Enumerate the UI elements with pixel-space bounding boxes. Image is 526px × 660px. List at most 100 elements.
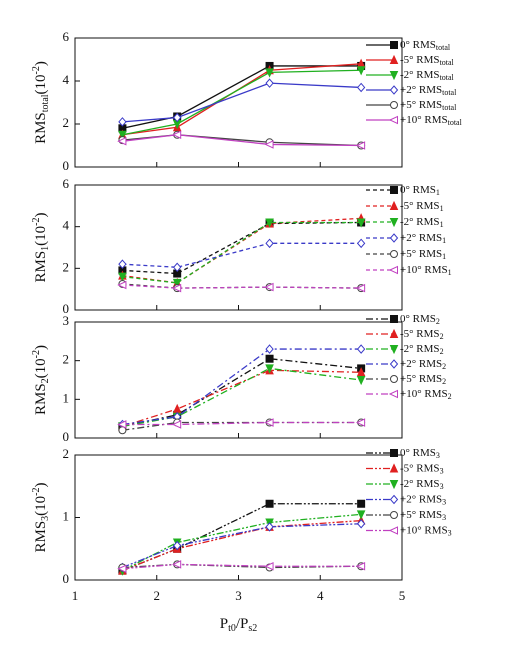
y-axis-label-part: -2 — [31, 217, 42, 225]
legend-label: +5° RMS2 — [400, 373, 446, 386]
legend-label: -5° RMS2 — [400, 328, 444, 341]
x-tick-label: 3 — [235, 588, 242, 603]
marker — [172, 278, 182, 289]
marker — [356, 376, 366, 386]
legend-subscript: 3 — [448, 528, 452, 537]
marker — [265, 499, 274, 508]
line — [122, 82, 362, 123]
line — [122, 421, 362, 426]
marker — [264, 561, 274, 571]
marker — [389, 71, 399, 81]
series — [118, 499, 366, 575]
x-axis-label-part: s2 — [248, 623, 257, 634]
marker — [264, 140, 274, 149]
marker — [389, 54, 399, 64]
y-axis-label-part: RMS — [33, 521, 49, 553]
marker — [356, 218, 366, 228]
marker — [390, 41, 398, 49]
marker — [390, 186, 398, 194]
y-tick-label: 2 — [63, 259, 70, 274]
marker — [356, 66, 366, 76]
y-axis-label-part: 1 — [40, 246, 51, 251]
y-tick-label: 1 — [63, 508, 70, 523]
marker — [118, 259, 127, 269]
y-axis-label-part: RMS — [33, 251, 49, 283]
marker — [118, 117, 127, 127]
y-axis-label-part: (10 — [33, 358, 49, 378]
legend-name: +2° RMS — [400, 358, 442, 370]
y-axis-label-part: ) — [33, 212, 49, 217]
legend-label: 0° RMS1 — [400, 184, 440, 197]
marker — [117, 564, 127, 574]
series — [118, 78, 366, 127]
marker — [389, 218, 399, 228]
legend-subscript: 1 — [442, 252, 446, 261]
line — [122, 63, 362, 136]
legend-label: -5° RMS1 — [400, 200, 444, 213]
marker — [265, 354, 274, 363]
legend-name: +5° RMS — [400, 509, 442, 521]
y-tick-label: 4 — [63, 72, 70, 87]
legend-name: 0° RMS — [400, 313, 436, 325]
marker — [356, 344, 366, 354]
line — [122, 367, 362, 428]
legend-label: +5° RMStotal — [400, 99, 457, 112]
legend-label: +5° RMS1 — [400, 248, 446, 261]
legend-subscript: 2 — [448, 392, 452, 401]
y-axis-label-part: ) — [33, 61, 49, 66]
legend-subscript: 3 — [442, 497, 446, 506]
marker — [173, 540, 182, 551]
series — [118, 61, 366, 133]
y-axis-label-part: RMS — [33, 383, 49, 415]
marker — [390, 250, 398, 258]
legend-label: +5° RMS3 — [400, 509, 446, 522]
legend-subscript: total — [448, 118, 463, 127]
y-tick-label: 2 — [63, 446, 70, 461]
marker — [355, 561, 366, 571]
legend-name: -5° RMS — [400, 462, 440, 474]
series — [117, 280, 366, 293]
y-tick-label: 6 — [63, 176, 70, 191]
y-tick-label: 1 — [63, 390, 70, 405]
line — [122, 563, 362, 570]
marker — [172, 283, 182, 293]
y-axis-label-part: (10 — [33, 496, 49, 516]
marker — [355, 141, 366, 150]
y-axis-label-part: -2 — [31, 66, 42, 74]
legend-label: +2° RMS1 — [400, 232, 446, 245]
legend-name: 0° RMS — [400, 447, 436, 459]
plot-frame — [74, 454, 403, 581]
series — [118, 279, 366, 293]
line — [122, 503, 362, 572]
marker — [389, 480, 399, 490]
marker — [117, 420, 127, 429]
legend-name: -2° RMS — [400, 216, 440, 228]
legend-label: -5° RMStotal — [400, 54, 455, 67]
marker — [389, 200, 399, 210]
marker — [264, 282, 274, 292]
legend-name: +2° RMS — [400, 493, 442, 505]
marker — [390, 375, 398, 383]
marker — [265, 78, 274, 88]
series — [118, 66, 366, 140]
legend-label: 0° RMS2 — [400, 313, 440, 326]
legend-label: 0° RMStotal — [400, 39, 451, 52]
series — [118, 218, 366, 289]
marker — [265, 522, 274, 532]
legend-label: -2° RMS3 — [400, 478, 444, 491]
marker — [355, 283, 366, 293]
legend-label: +10° RMS1 — [400, 264, 452, 277]
line — [122, 421, 362, 431]
line — [122, 65, 362, 129]
marker — [389, 463, 399, 473]
legend-name: -2° RMS — [400, 343, 440, 355]
line — [122, 69, 362, 136]
legend-subscript: 1 — [448, 268, 452, 277]
series — [118, 518, 366, 573]
marker — [172, 560, 182, 569]
legend-name: 0° RMS — [400, 39, 436, 51]
marker — [388, 115, 398, 125]
y-axis-label-part: -2 — [31, 487, 42, 495]
legend-subscript: 3 — [440, 466, 444, 475]
